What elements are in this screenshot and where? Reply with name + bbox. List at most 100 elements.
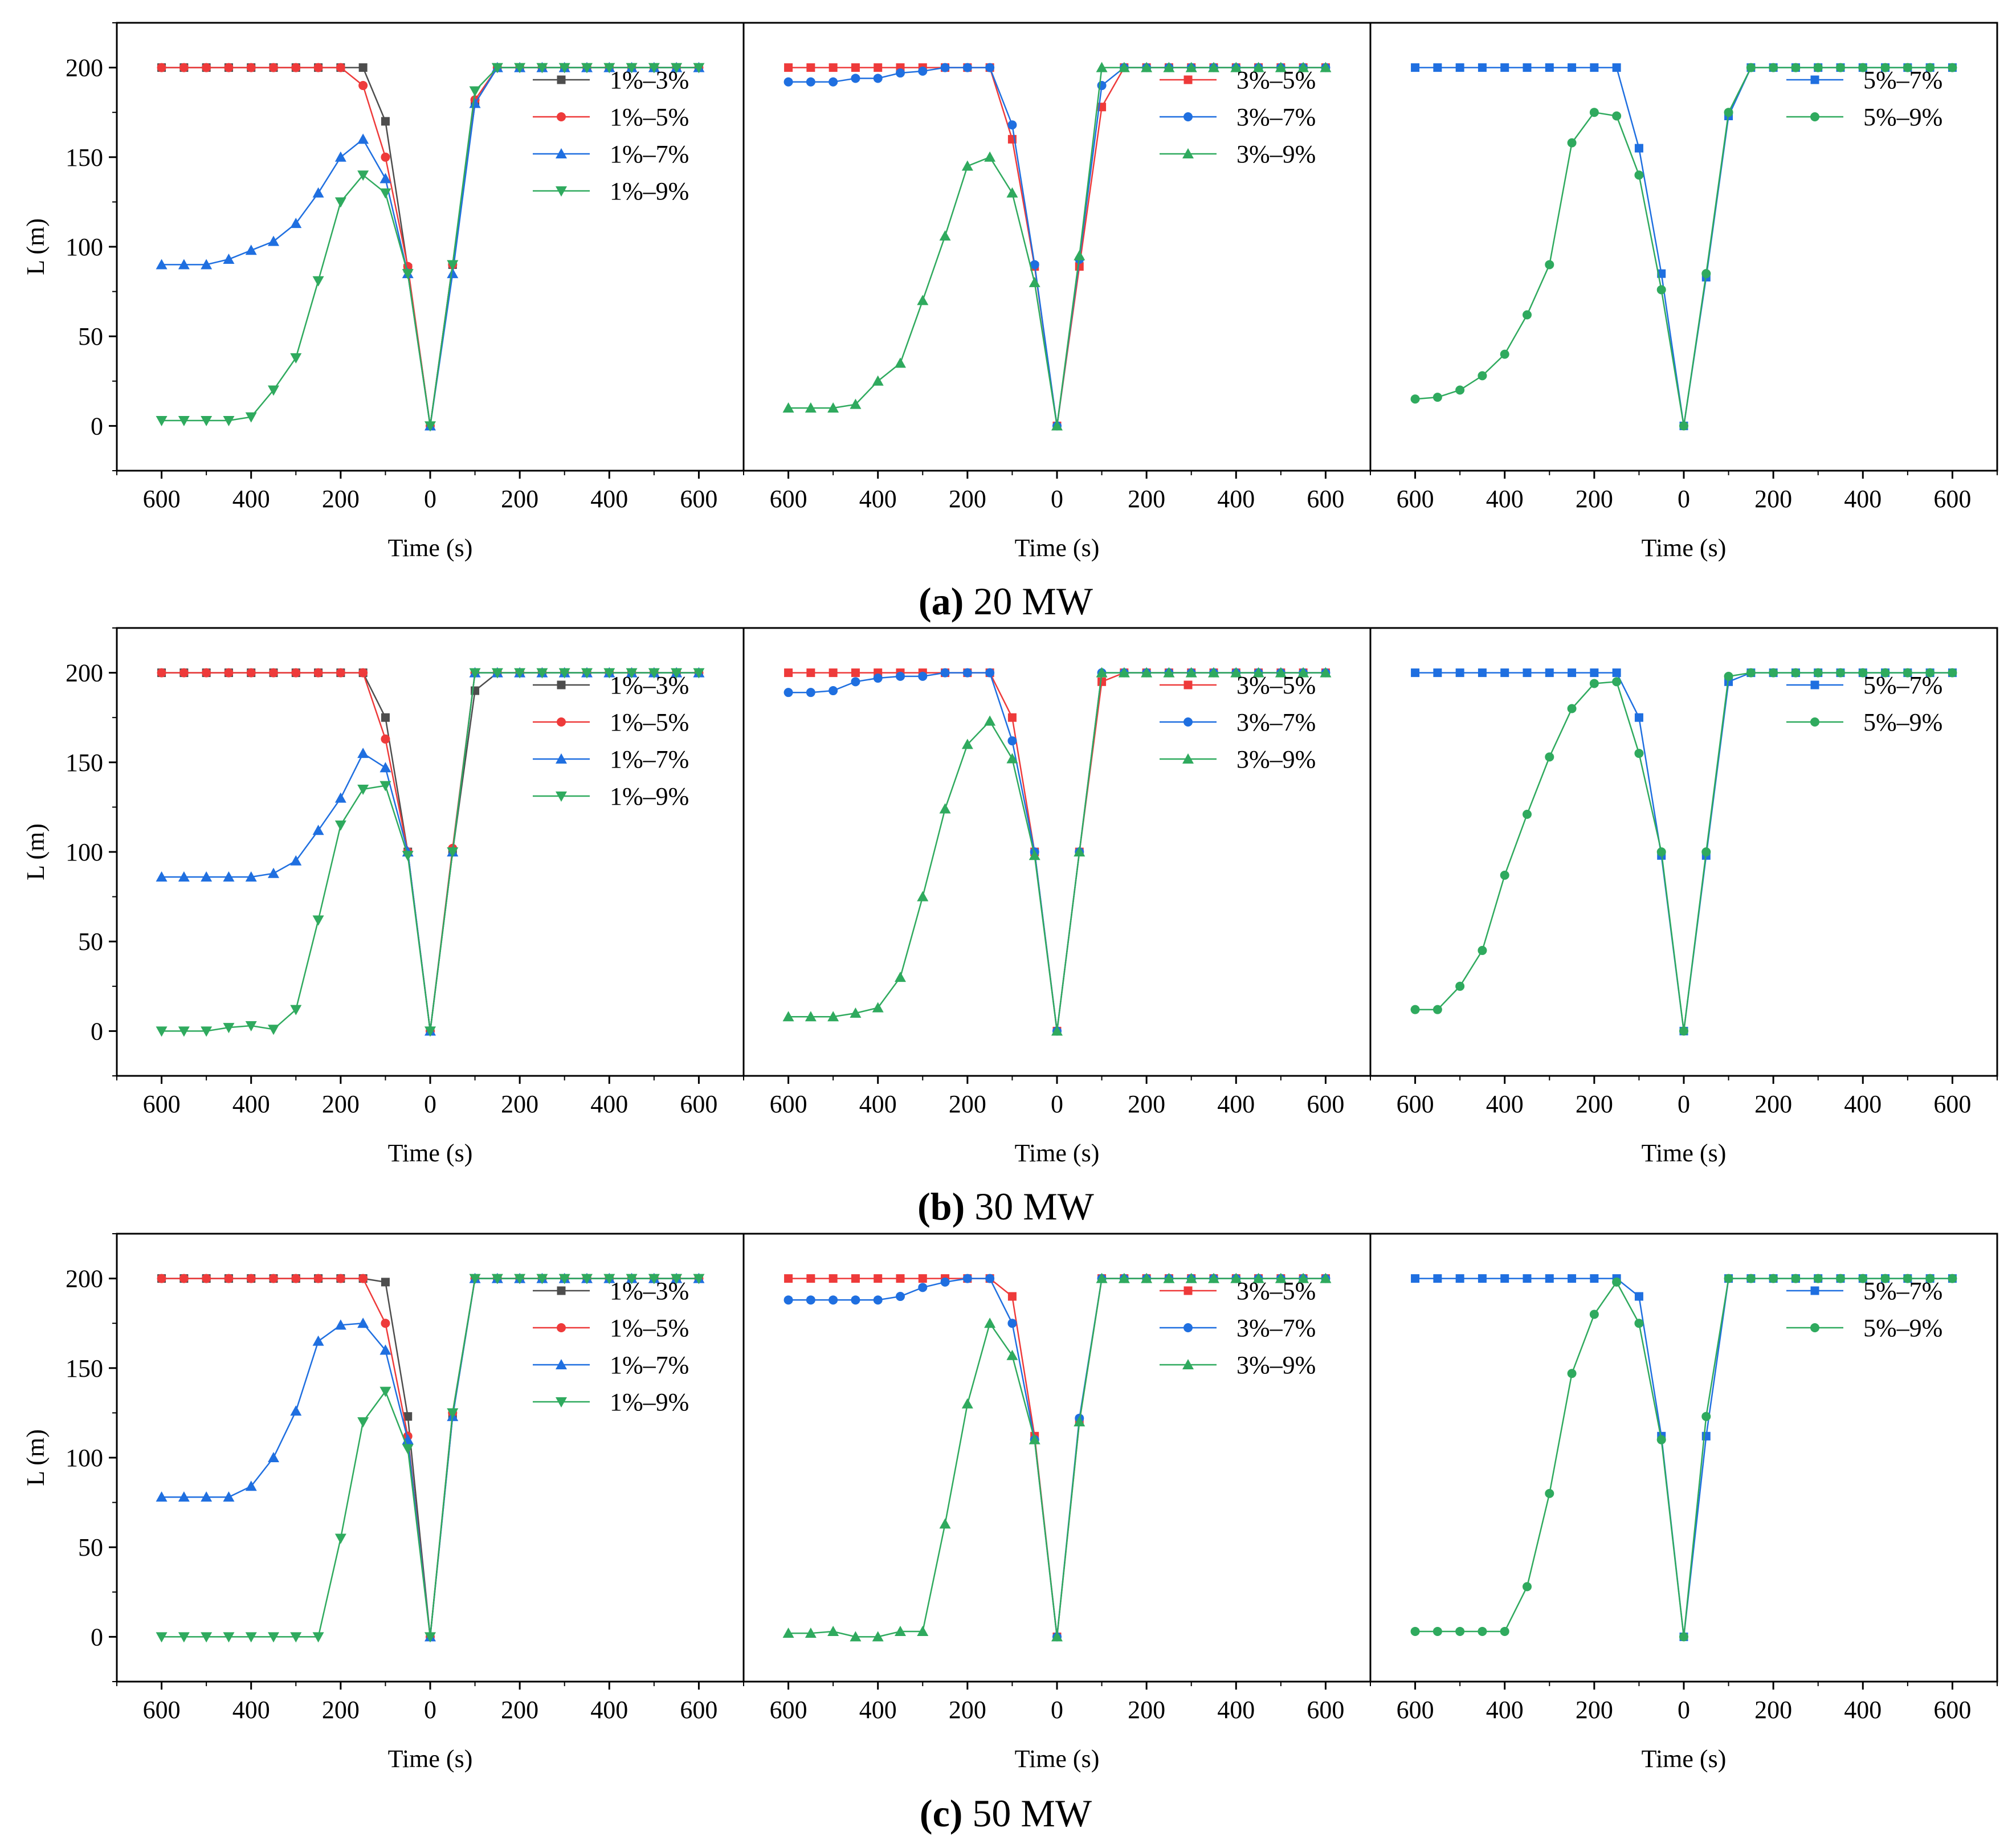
data-point-3-9 <box>782 1627 794 1638</box>
legend-marker-1-9 <box>556 792 567 802</box>
data-point-1-9 <box>626 63 638 74</box>
caption-c-text: 50 MW <box>962 1792 1092 1835</box>
x-tick-label: 0 <box>424 1090 436 1118</box>
legend-label-3-9: 3%–9% <box>1236 745 1316 773</box>
x-tick-label: 0 <box>1678 1696 1690 1724</box>
data-point-3-5 <box>896 1274 905 1283</box>
data-point-5-9 <box>1769 1274 1778 1283</box>
data-point-3-7 <box>873 74 883 83</box>
data-point-1-9 <box>693 668 705 679</box>
legend-marker-5-7 <box>1810 75 1819 84</box>
data-point-3-9 <box>1118 667 1130 678</box>
data-point-3-9 <box>1029 850 1040 860</box>
data-point-5-9 <box>1612 677 1622 687</box>
x-tick-label: 600 <box>1307 1696 1344 1724</box>
legend-label-1-3: 1%–3% <box>610 1277 689 1305</box>
x-tick-label: 600 <box>143 485 181 513</box>
data-point-1-9 <box>447 260 459 271</box>
legend-marker-1-9 <box>556 186 567 197</box>
data-point-5-9 <box>1567 704 1577 713</box>
data-point-1-5 <box>336 1274 345 1283</box>
x-tick-label: 600 <box>143 1696 181 1724</box>
legend-label-5-9: 5%–9% <box>1863 1314 1942 1342</box>
data-point-5-9 <box>1724 1274 1733 1283</box>
data-point-3-9 <box>1252 62 1264 72</box>
data-point-5-7 <box>1433 1274 1442 1283</box>
chart-panel-c-2: 600 400 200 0 200 400 600 Time (s) 3%–5% 3%–7% 3%–… <box>742 1233 1372 1773</box>
data-point-1-9 <box>425 421 436 432</box>
data-point-1-3 <box>358 63 368 72</box>
data-point-3-9 <box>1230 667 1242 678</box>
data-point-1-7 <box>290 1405 302 1416</box>
x-tick-label: 200 <box>1754 485 1792 513</box>
data-point-1-9 <box>671 668 683 679</box>
data-point-1-7 <box>156 259 168 270</box>
data-point-5-9 <box>1836 1274 1845 1283</box>
data-point-5-9 <box>1455 1626 1465 1636</box>
data-point-3-9 <box>1006 1349 1018 1360</box>
data-point-3-9 <box>895 1625 906 1636</box>
series-5-9 <box>1410 1274 1957 1642</box>
data-point-3-9 <box>872 375 884 386</box>
data-point-1-3 <box>403 1412 413 1421</box>
data-point-1-5 <box>224 668 234 678</box>
data-point-5-7 <box>1455 63 1464 72</box>
legend-label-3-5: 3%–5% <box>1236 1277 1316 1305</box>
data-point-3-9 <box>1252 667 1264 678</box>
data-point-3-9 <box>1320 62 1332 72</box>
data-point-5-9 <box>1679 1026 1688 1036</box>
x-tick-label: 0 <box>1678 1090 1690 1118</box>
legend-marker-1-7 <box>556 148 567 158</box>
data-point-5-9 <box>1523 310 1532 320</box>
data-point-1-5 <box>202 1274 211 1283</box>
data-point-1-9 <box>156 1026 168 1037</box>
data-point-1-5 <box>291 63 301 72</box>
data-point-3-9 <box>782 1011 794 1022</box>
legend-marker-5-9 <box>1810 717 1819 727</box>
legend-label-5-7: 5%–7% <box>1863 66 1942 94</box>
data-point-3-9 <box>961 160 973 171</box>
data-point-1-9 <box>491 63 503 74</box>
series-3-9 <box>782 1272 1332 1642</box>
data-point-5-7 <box>1612 668 1621 678</box>
data-point-1-9 <box>290 1632 302 1643</box>
legend-label-1-3: 1%–3% <box>610 66 689 94</box>
row-a: 0 50 100 150 200 L (m) 600 400 200 0 200 400 600 Time… <box>22 22 1998 623</box>
data-point-5-7 <box>1411 1274 1420 1283</box>
data-point-3-7 <box>806 688 815 697</box>
x-tick-label: 400 <box>232 485 270 513</box>
data-point-1-7 <box>178 871 190 882</box>
data-point-5-9 <box>1656 285 1666 295</box>
data-point-1-9 <box>536 668 548 679</box>
data-point-5-7 <box>1500 63 1509 72</box>
data-point-1-7 <box>268 867 279 878</box>
chart-panel-c-3: 600 400 200 0 200 400 600 Time (s) 5%–7% 5%–9% <box>1369 1233 1998 1773</box>
data-point-1-7 <box>469 97 481 108</box>
data-point-5-9 <box>1925 1274 1935 1283</box>
legend-label-1-5: 1%–5% <box>610 103 689 131</box>
data-point-5-9 <box>1656 847 1666 856</box>
data-point-3-9 <box>1297 1272 1309 1283</box>
data-point-1-9 <box>491 1274 503 1284</box>
legend-marker-3-5 <box>1183 1286 1193 1295</box>
x-tick-label: 400 <box>1844 1090 1882 1118</box>
data-point-1-7 <box>357 748 369 758</box>
data-point-1-3 <box>381 1278 390 1287</box>
data-point-3-9 <box>805 402 817 413</box>
data-point-3-9 <box>782 402 794 413</box>
data-point-5-9 <box>1791 63 1801 72</box>
data-point-3-7 <box>962 1274 972 1283</box>
legend-label-3-9: 3%–9% <box>1236 1351 1316 1379</box>
data-point-1-9 <box>334 1533 346 1544</box>
x-tick-label: 200 <box>949 1696 986 1724</box>
row-b: 0 50 100 150 200 L (m) 600 400 200 0 200 400 600 Time… <box>22 627 1998 1228</box>
x-tick-label: 200 <box>322 485 360 513</box>
legend-marker-3-7 <box>1183 1323 1193 1332</box>
data-point-3-7 <box>896 671 905 681</box>
data-point-3-7 <box>873 674 883 683</box>
data-point-3-5 <box>1097 677 1107 686</box>
data-point-1-7 <box>223 254 235 264</box>
data-point-1-9 <box>334 197 346 208</box>
data-point-1-9 <box>357 1417 369 1428</box>
data-point-5-7 <box>1568 668 1577 678</box>
